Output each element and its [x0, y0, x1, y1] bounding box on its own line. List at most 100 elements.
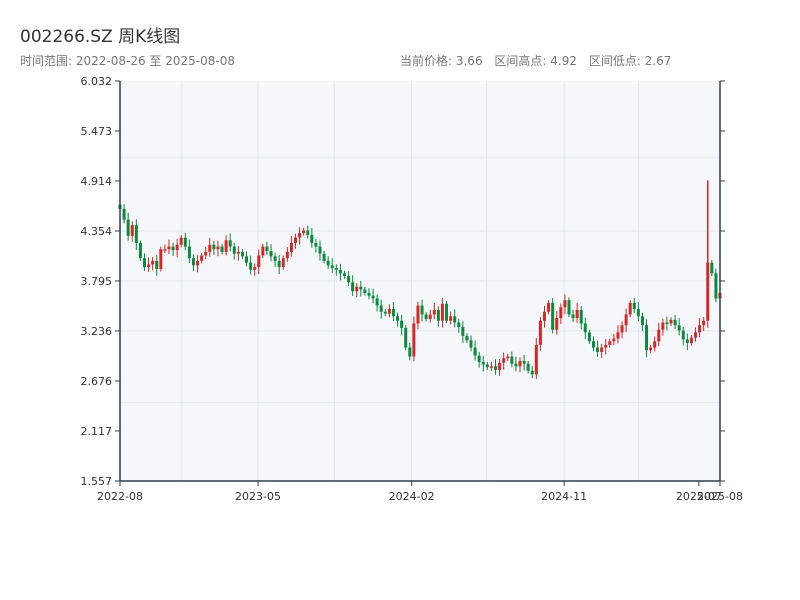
candle-body [347, 276, 351, 283]
candle-body [159, 249, 163, 269]
candle-body [518, 360, 522, 367]
candle-body [502, 358, 506, 363]
candle-body [216, 246, 220, 250]
candle-body [551, 302, 555, 330]
candle-body [489, 366, 493, 368]
candle-body [212, 244, 216, 250]
candle-body [657, 329, 661, 342]
candle-body [306, 230, 310, 235]
candle-body [436, 310, 440, 321]
candle-body [677, 325, 681, 331]
candle-body [404, 327, 408, 348]
candle-body [481, 361, 485, 365]
candle-body [396, 316, 400, 321]
candle-body [416, 305, 420, 324]
candle-body [628, 302, 632, 315]
candle-body [604, 344, 608, 348]
candle-body [579, 310, 583, 324]
candle-body [494, 366, 498, 370]
candle-body [640, 316, 644, 326]
candle-body [314, 242, 318, 247]
candle-body [277, 260, 281, 268]
candle-body [616, 332, 620, 339]
candle-body [138, 242, 142, 259]
candle-body [142, 258, 146, 268]
candle-body [245, 256, 249, 263]
candle-body [453, 316, 457, 323]
grid-lines [120, 81, 720, 481]
candle-body [175, 244, 179, 251]
y-tick-label: 3.236 [81, 325, 113, 338]
candle-body [510, 356, 514, 364]
candle-body [400, 320, 404, 328]
candle-body [645, 325, 649, 351]
candle-body [183, 237, 187, 247]
current-price-text: 当前价格: 3.66 [400, 54, 483, 68]
candle-body [469, 340, 473, 348]
candle-body [318, 246, 322, 254]
candle-body [367, 293, 371, 296]
candle-body [498, 362, 502, 370]
candle-body [155, 260, 159, 269]
y-tick-label: 2.117 [81, 425, 113, 438]
candle-body [126, 219, 130, 236]
candle-body [298, 233, 302, 238]
candle-body [538, 320, 542, 345]
candle-body [714, 273, 718, 299]
candle-body [555, 318, 559, 330]
candle-body [522, 360, 526, 364]
candle-body [694, 332, 698, 338]
candle-body [200, 255, 204, 261]
candle-body [514, 363, 518, 367]
range-high-text: 区间高点: 4.92 [494, 54, 577, 68]
candle-body [575, 310, 579, 319]
candle-body [445, 303, 449, 321]
candle-body [322, 253, 326, 261]
candle-body [649, 347, 653, 351]
candle-body [563, 300, 567, 308]
candle-body [534, 344, 538, 375]
candle-body [632, 302, 636, 310]
candle-body [269, 251, 273, 257]
candle-body [253, 267, 257, 270]
x-tick-label: 2025-08 [697, 490, 743, 503]
candle-body [689, 337, 693, 344]
candle-body [355, 286, 359, 292]
y-tick-label: 1.557 [81, 475, 113, 488]
candle-body [359, 286, 363, 290]
stats-bar: 当前价格: 3.66 区间高点: 4.92 区间低点: 2.67 [400, 52, 679, 69]
candle-body [636, 309, 640, 317]
y-tick-label: 5.473 [81, 125, 113, 138]
candle-body [257, 255, 261, 268]
candle-body [440, 303, 444, 321]
date-range-text: 时间范围: 2022-08-26 至 2025-08-08 [20, 54, 235, 68]
chart-title: 002266.SZ 周K线图 [20, 27, 181, 47]
candle-body [383, 311, 387, 314]
candle-body [391, 309, 395, 317]
candle-body [171, 246, 175, 251]
candle-body [179, 237, 183, 245]
y-tick-label: 2.676 [81, 375, 113, 388]
candle-body [375, 298, 379, 306]
candle-body [665, 322, 669, 325]
candle-body [273, 256, 277, 261]
candle-body [600, 347, 604, 353]
candle-body [653, 341, 657, 348]
candle-body [363, 289, 367, 294]
candle-body [571, 314, 575, 319]
candle-body [249, 262, 253, 270]
candle-body [473, 347, 477, 356]
candle-body [702, 320, 706, 326]
candle-body [457, 322, 461, 327]
candle-body [412, 323, 416, 357]
candle-body [681, 330, 685, 340]
candle-body [281, 258, 285, 268]
candle-body [685, 339, 689, 344]
x-tick-label: 2024-02 [389, 490, 435, 503]
candle-body [163, 249, 167, 251]
candle-body [302, 230, 306, 234]
candle-body [167, 246, 171, 250]
candle-body [334, 267, 338, 270]
candle-body [465, 335, 469, 341]
candle-body [624, 314, 628, 326]
